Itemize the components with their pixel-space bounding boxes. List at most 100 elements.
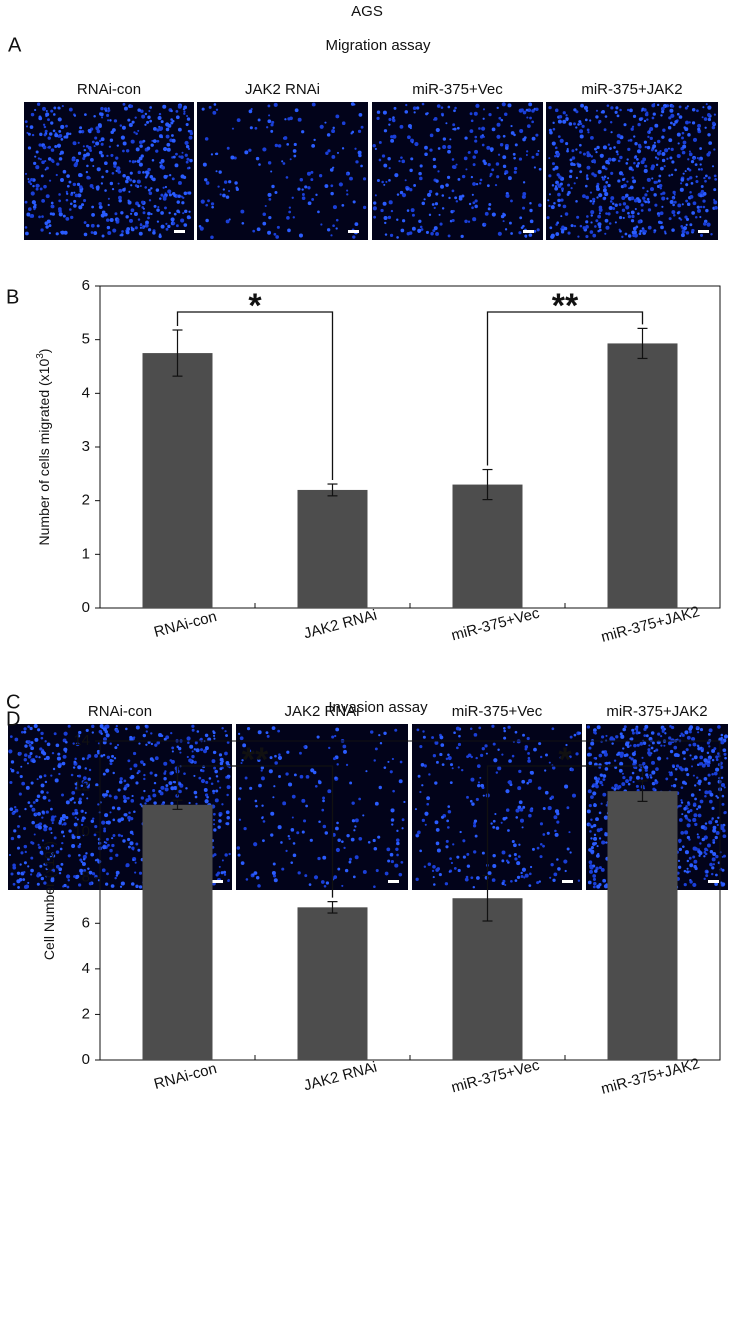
y-tick-label: 0 — [82, 599, 90, 616]
cell-dot — [127, 837, 131, 842]
cell-dot — [539, 822, 544, 826]
cell-dot — [332, 166, 335, 169]
cell-dot — [554, 165, 559, 170]
cell-dot — [654, 203, 658, 207]
cell-dot — [544, 753, 548, 757]
cell-dot — [667, 147, 670, 150]
cell-dot — [460, 234, 464, 239]
significance-bracket — [176, 765, 334, 898]
cell-dot — [671, 228, 675, 232]
cell-dot — [50, 852, 54, 855]
cell-dot — [223, 180, 228, 184]
cell-dot — [42, 106, 46, 111]
cell-dot — [172, 155, 176, 159]
cell-dot — [625, 753, 629, 757]
cell-dot — [522, 805, 526, 809]
cell-dot — [439, 752, 443, 757]
cell-dot — [265, 731, 269, 735]
cell-dot — [43, 184, 47, 189]
cell-dot — [685, 223, 688, 226]
cell-dot — [109, 218, 114, 223]
cell-dot — [706, 222, 711, 227]
cell-dot — [101, 175, 104, 179]
cell-dot — [79, 858, 83, 862]
cell-dot — [696, 807, 699, 811]
cell-dot — [601, 735, 605, 739]
cell-dot — [707, 732, 711, 736]
cell-dot — [507, 780, 512, 785]
cell-dot — [100, 154, 104, 158]
cell-dot — [228, 218, 231, 221]
cell-dot — [434, 820, 439, 825]
cell-dot — [425, 230, 430, 234]
cell-dot — [125, 215, 129, 219]
cell-dot — [585, 225, 589, 229]
cell-dot — [270, 811, 275, 816]
y-tick-label: 4 — [82, 384, 90, 401]
cell-dot — [387, 157, 391, 161]
cell-dot — [23, 758, 27, 762]
cell-dot — [170, 118, 173, 121]
cell-dot — [711, 748, 716, 753]
cell-dot — [27, 754, 32, 759]
cell-dot — [29, 726, 33, 731]
cell-dot — [40, 731, 44, 736]
cell-dot — [292, 216, 295, 219]
cell-dot — [701, 763, 706, 768]
cell-dot — [503, 727, 506, 730]
cell-dot — [494, 183, 498, 187]
cell-dot — [262, 212, 267, 216]
cell-dot — [224, 751, 228, 756]
cell-dot — [126, 227, 131, 231]
cell-dot — [626, 745, 630, 748]
cell-dot — [248, 109, 253, 114]
cell-dot — [174, 163, 179, 168]
cell-dot — [94, 825, 98, 829]
cell-dot — [656, 157, 660, 160]
cell-dot — [688, 730, 692, 734]
cell-dot — [119, 777, 123, 781]
cell-dot — [11, 811, 15, 815]
cell-dot — [69, 798, 73, 802]
cell-dot — [552, 878, 556, 882]
cell-dot — [589, 230, 594, 234]
cell-dot — [478, 726, 482, 730]
cell-dot — [594, 842, 598, 845]
cell-dot — [690, 181, 694, 185]
cell-dot — [660, 192, 663, 196]
cell-dot — [529, 808, 534, 813]
cell-dot — [579, 134, 584, 139]
cell-dot — [130, 208, 135, 213]
cell-dot — [100, 182, 104, 185]
cell-dot — [78, 130, 82, 134]
cell-dot — [110, 153, 114, 157]
cell-dot — [88, 768, 92, 772]
cell-dot — [219, 757, 224, 762]
cell-dot — [605, 212, 608, 215]
cell-dot — [699, 205, 703, 209]
cell-dot — [38, 143, 42, 147]
cell-dot — [165, 127, 170, 132]
cell-dot — [60, 150, 64, 155]
cell-dot — [603, 196, 607, 200]
cell-dot — [41, 215, 44, 218]
cell-dot — [566, 806, 570, 810]
cell-dot — [597, 214, 601, 219]
cell-dot — [189, 158, 193, 163]
cell-dot — [590, 818, 593, 821]
cell-dot — [643, 108, 647, 112]
cell-dot — [676, 112, 680, 116]
cell-dot — [142, 733, 147, 738]
cell-dot — [204, 178, 208, 182]
cell-dot — [301, 798, 306, 803]
cell-dot — [381, 154, 386, 158]
cell-dot — [677, 142, 680, 145]
cell-dot — [103, 841, 106, 844]
cell-dot — [643, 168, 648, 174]
cell-dot — [676, 211, 680, 215]
cell-dot — [630, 196, 635, 201]
cell-dot — [369, 730, 374, 734]
cell-dot — [615, 106, 619, 110]
cell-dot — [394, 863, 399, 868]
cell-dot — [591, 172, 595, 176]
